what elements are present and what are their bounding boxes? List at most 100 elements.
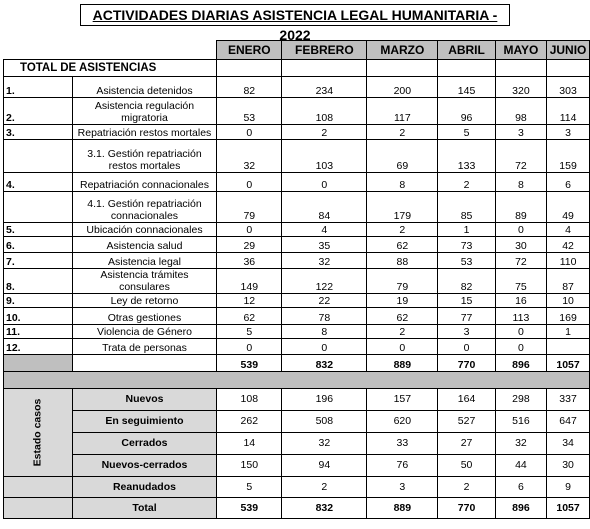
row-label: Asistencia legal: [71, 252, 218, 269]
row-value: [546, 338, 590, 355]
assist-totals-row: 539 832 889 770 896 1057: [3, 354, 590, 372]
empty-cell: [494, 59, 548, 77]
row-number: [3, 139, 73, 173]
assist-row: 9. Ley de retorno 12 22 19 15 16 10: [3, 293, 590, 308]
row-number: 8.: [3, 268, 73, 294]
row-value: 113: [494, 307, 548, 325]
row-value: 179: [366, 191, 439, 223]
estado-total-row: Total 539 832 889 770 896 1057: [3, 497, 590, 519]
row-value: 0: [494, 338, 548, 355]
estado-value: 262: [216, 410, 283, 433]
row-label: Asistencia detenidos: [71, 76, 218, 98]
estado-value: 150: [216, 454, 283, 477]
row-value: 8: [366, 172, 439, 192]
estado-total-value: 1057: [546, 497, 590, 519]
row-value: 5: [437, 124, 496, 140]
row-value: 114: [546, 97, 590, 125]
estado-label: En seguimiento: [71, 410, 218, 433]
row-value: 0: [216, 338, 283, 355]
row-number: 5.: [3, 222, 73, 237]
estado-value: 157: [366, 388, 439, 411]
total-value: 832: [281, 354, 368, 372]
row-value: 30: [494, 236, 548, 253]
row-value: 0: [437, 338, 496, 355]
estado-label: Nuevos-cerrados: [71, 454, 218, 477]
row-value: 4: [546, 222, 590, 237]
total-label: Total: [71, 497, 218, 519]
row-value: 117: [366, 97, 439, 125]
row-label: Ley de retorno: [71, 293, 218, 308]
corner-cell: [4, 41, 217, 60]
estado-label: Cerrados: [71, 432, 218, 455]
section-title-row: TOTAL DE ASISTENCIAS: [2, 59, 590, 77]
table-body: ENERO FEBRERO MARZO ABRIL MAYO JUNIO TOTAL DE …: [2, 40, 590, 519]
estado-row: Nuevos-cerrados 150 94 76 50 44 30: [4, 454, 590, 477]
row-value: 2: [281, 124, 368, 140]
row-value: 0: [281, 172, 368, 192]
assist-row: 4. Repatriación connacionales 0 0 8 2 8 6: [3, 172, 590, 192]
estado-value: 32: [494, 432, 548, 455]
empty-cell: [216, 59, 283, 77]
row-value: 53: [216, 97, 283, 125]
row-value: 73: [437, 236, 496, 253]
estado-value: 6: [494, 476, 548, 498]
estado-value: 3: [366, 476, 439, 498]
estado-value: 32: [281, 432, 368, 455]
estado-casos-text: Estado casos: [31, 398, 44, 467]
row-value: 3: [437, 324, 496, 339]
estado-value: 76: [366, 454, 439, 477]
row-value: 1: [437, 222, 496, 237]
row-value: 88: [366, 252, 439, 269]
estado-total-value: 896: [494, 497, 548, 519]
estado-value: 33: [366, 432, 439, 455]
row-value: 169: [546, 307, 590, 325]
estado-total-value: 539: [216, 497, 283, 519]
row-value: 0: [281, 338, 368, 355]
total-value: 539: [216, 354, 283, 372]
row-value: 8: [281, 324, 368, 339]
row-value: 0: [216, 172, 283, 192]
total-value: 896: [494, 354, 548, 372]
empty-cell: [437, 59, 496, 77]
assist-row: 12. Trata de personas 0 0 0 0 0: [3, 338, 590, 355]
row-value: 79: [366, 268, 439, 294]
estado-value: 620: [366, 410, 439, 433]
assist-row: 7. Asistencia legal 36 32 88 53 72 110: [3, 252, 590, 269]
section-title: TOTAL DE ASISTENCIAS: [2, 59, 218, 77]
row-label: Repatriación connacionales: [71, 172, 218, 192]
row-value: 42: [546, 236, 590, 253]
estado-label: Nuevos: [71, 388, 218, 411]
row-value: 98: [494, 97, 548, 125]
row-number: 10.: [3, 307, 73, 325]
assist-row: 6. Asistencia salud 29 35 62 73 30 42: [3, 236, 590, 253]
row-number: 9.: [3, 293, 73, 308]
row-value: 2: [366, 324, 439, 339]
estado-value: 50: [437, 454, 496, 477]
assist-row: 2. Asistencia regulación migratoria 53 108 1…: [3, 97, 590, 125]
row-value: 85: [437, 191, 496, 223]
estado-value: 2: [437, 476, 496, 498]
row-value: 320: [494, 76, 548, 98]
row-value: 200: [366, 76, 439, 98]
row-value: 6: [546, 172, 590, 192]
estado-value: 298: [494, 388, 548, 411]
row-value: 96: [437, 97, 496, 125]
row-value: 87: [546, 268, 590, 294]
assist-row: 1. Asistencia detenidos 82 234 200 145 320 303: [3, 76, 590, 98]
assist-row: 3. Repatriación restos mortales 0 2 2 5 3 3: [3, 124, 590, 140]
row-value: 0: [494, 324, 548, 339]
estado-value: 2: [281, 476, 368, 498]
row-value: 103: [281, 139, 368, 173]
estado-value: 5: [216, 476, 283, 498]
row-label: Asistencia salud: [71, 236, 218, 253]
row-value: 69: [366, 139, 439, 173]
estado-value: 164: [437, 388, 496, 411]
month-header: MARZO: [366, 40, 439, 60]
row-value: 72: [494, 139, 548, 173]
assist-row: 11. Violencia de Género 5 8 2 3 0 1: [3, 324, 590, 339]
row-value: 4: [281, 222, 368, 237]
row-value: 79: [216, 191, 283, 223]
estado-value: 44: [494, 454, 548, 477]
estado-total-value: 889: [366, 497, 439, 519]
month-header: FEBRERO: [281, 40, 368, 60]
